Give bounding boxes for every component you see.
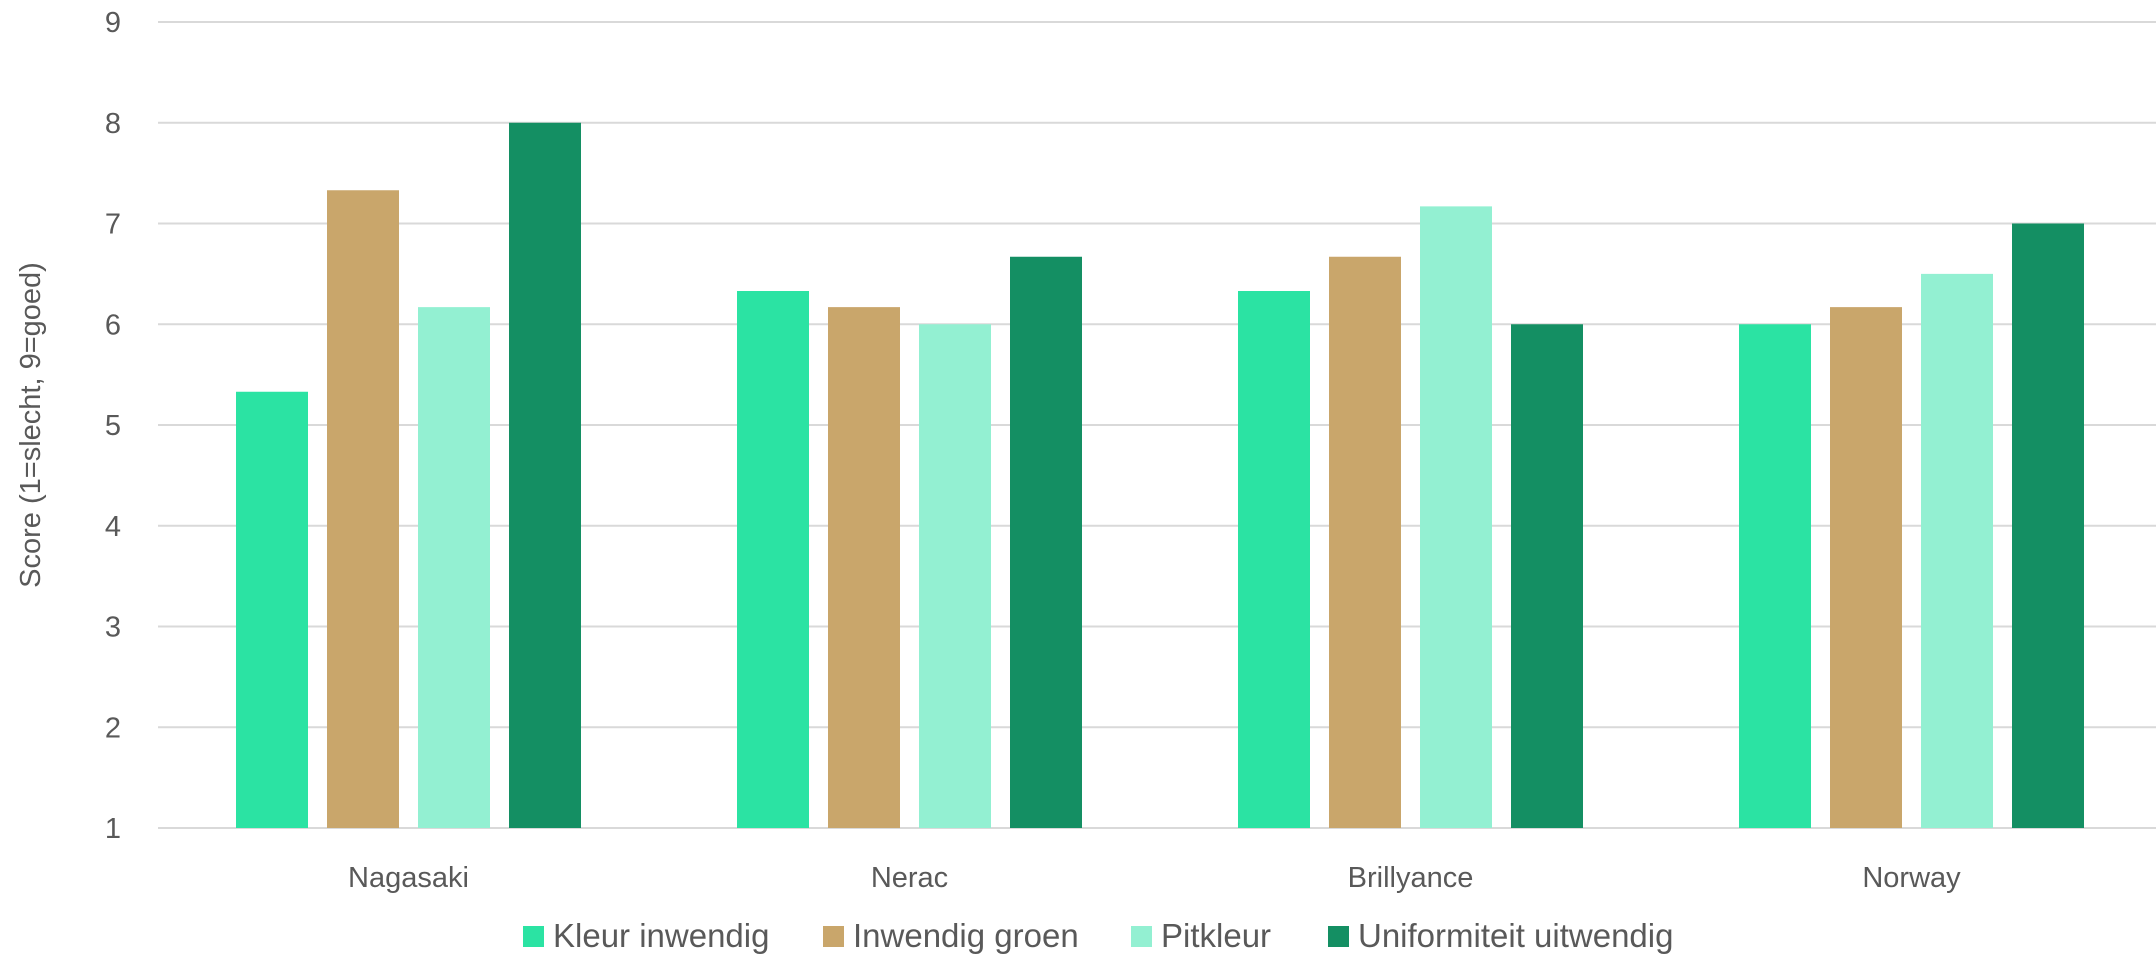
- y-tick-label: 3: [105, 612, 121, 644]
- y-tick-label: 5: [105, 410, 121, 442]
- y-tick-label: 1: [105, 813, 121, 845]
- x-tick-label: Brillyance: [1348, 862, 1474, 894]
- x-tick-label: Nagasaki: [348, 862, 469, 894]
- y-tick-label: 2: [105, 712, 121, 744]
- y-tick-label: 7: [105, 209, 121, 241]
- legend-label: Inwendig groen: [853, 917, 1079, 954]
- y-tick-label: 6: [105, 309, 121, 341]
- bars: [236, 122, 2084, 828]
- legend-label: Uniformiteit uitwendig: [1358, 917, 1673, 954]
- x-tick-label: Norway: [1862, 862, 1961, 894]
- bar-norway-3: [2012, 223, 2084, 828]
- legend-swatch: [1328, 926, 1349, 947]
- legend-swatch: [523, 926, 544, 947]
- y-tick-label: 8: [105, 108, 121, 140]
- y-axis-ticks: 1 2 3 4 5 6 7 8 9: [105, 7, 121, 845]
- bar-brillyance-2: [1420, 206, 1492, 828]
- bar-nerac-3: [1010, 256, 1082, 828]
- legend-label: Kleur inwendig: [553, 917, 769, 954]
- bar-norway-1: [1830, 307, 1902, 828]
- bar-norway-0: [1739, 324, 1811, 828]
- bar-norway-2: [1921, 273, 1993, 828]
- legend-label: Pitkleur: [1161, 917, 1271, 954]
- legend: Kleur inwendig Inwendig groen Pitkleur Unif…: [523, 917, 1673, 954]
- bar-brillyance-3: [1511, 324, 1583, 828]
- legend-swatch: [1131, 926, 1152, 947]
- legend-swatch: [823, 926, 844, 947]
- y-tick-label: 4: [105, 511, 121, 543]
- y-axis-title: Score (1=slecht, 9=goed): [15, 262, 47, 588]
- bar-nagasaki-1: [327, 190, 399, 828]
- bar-nerac-1: [828, 307, 900, 828]
- bar-brillyance-0: [1238, 291, 1310, 828]
- x-axis-ticks: Nagasaki Nerac Brillyance Norway: [348, 862, 1961, 894]
- bar-nagasaki-3: [509, 122, 581, 828]
- bar-nagasaki-0: [236, 391, 308, 828]
- y-tick-label: 9: [105, 7, 121, 39]
- gridlines: [158, 21, 2156, 829]
- bar-nerac-0: [737, 291, 809, 828]
- bar-brillyance-1: [1329, 256, 1401, 828]
- x-tick-label: Nerac: [871, 862, 948, 894]
- bar-nagasaki-2: [418, 307, 490, 828]
- bar-nerac-2: [919, 324, 991, 828]
